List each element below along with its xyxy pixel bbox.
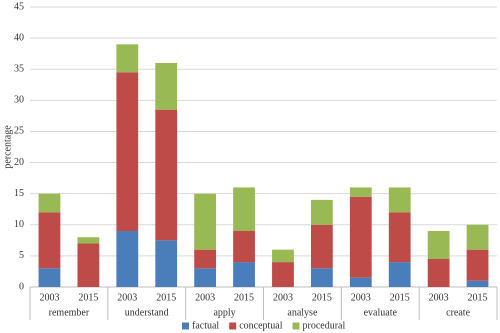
bar-segment [388,187,411,213]
legend-swatch [229,322,237,330]
bar-segment [38,212,61,269]
y-tick-label: 45 [14,1,24,12]
legend-label: factual [192,320,219,331]
bar-segment [466,249,489,281]
bar-segment [310,224,333,269]
bar-segment [155,109,178,241]
bar-segment [233,187,255,231]
x-tick-label: 2003 [351,292,371,303]
bar-segment [155,240,178,287]
group-label: create [446,307,470,318]
bar-segment [388,262,411,287]
bar-segment [194,193,217,250]
bar-segment [349,187,372,197]
y-tick-label: 20 [14,157,24,168]
legend-label: procedural [303,320,346,331]
bar-segment [233,262,255,287]
x-tick-label: 2015 [234,292,254,303]
x-tick-label: 2003 [273,292,293,303]
bar-segment [427,231,450,259]
bar-segment [77,237,100,244]
bar-segment [155,63,178,110]
x-tick-label: 2015 [78,292,98,303]
bar-segment [194,249,217,269]
bar-segment [466,280,489,287]
y-tick-label: 10 [14,219,24,230]
bar-segment [427,259,450,287]
y-axis-label: percentage [2,125,13,169]
x-tick-label: 2003 [429,292,449,303]
bar-segment [466,224,489,250]
bar-segment [116,231,139,287]
bar-segment [310,199,333,225]
legend-swatch [182,322,189,330]
bar-segment [38,193,61,213]
bar-segment [272,262,294,287]
y-tick-label: 5 [19,250,24,261]
legend-swatch [292,322,300,330]
y-tick-label: 0 [19,281,24,292]
bar-segment [272,249,294,263]
x-tick-label: 2003 [195,292,215,303]
y-tick-label: 25 [14,126,24,137]
group-label: understand [125,307,169,318]
group-label: analyse [287,307,318,318]
legend-label: conceptual [239,320,283,331]
bar-segment [349,277,372,287]
x-tick-label: 2003 [39,292,59,303]
x-tick-label: 2015 [312,292,332,303]
group-label: evaluate [364,307,398,318]
bar-segment [233,231,255,263]
group-label: remember [49,307,90,318]
bar-segment [38,268,61,287]
bar-segment [77,243,100,287]
bar-segment [116,44,139,73]
bar-segment [116,72,139,231]
x-tick-label: 2015 [390,292,410,303]
y-tick-label: 30 [14,95,24,106]
bar-segment [194,268,217,287]
bar-segment [349,196,372,278]
x-tick-label: 2015 [156,292,176,303]
y-tick-label: 35 [14,64,24,75]
y-tick-label: 15 [14,188,24,199]
y-tick-label: 40 [14,32,24,43]
bar-segment [310,268,333,287]
x-tick-label: 2015 [468,292,488,303]
group-label: apply [213,307,235,318]
bar-segment [388,212,411,263]
x-tick-label: 2003 [117,292,137,303]
